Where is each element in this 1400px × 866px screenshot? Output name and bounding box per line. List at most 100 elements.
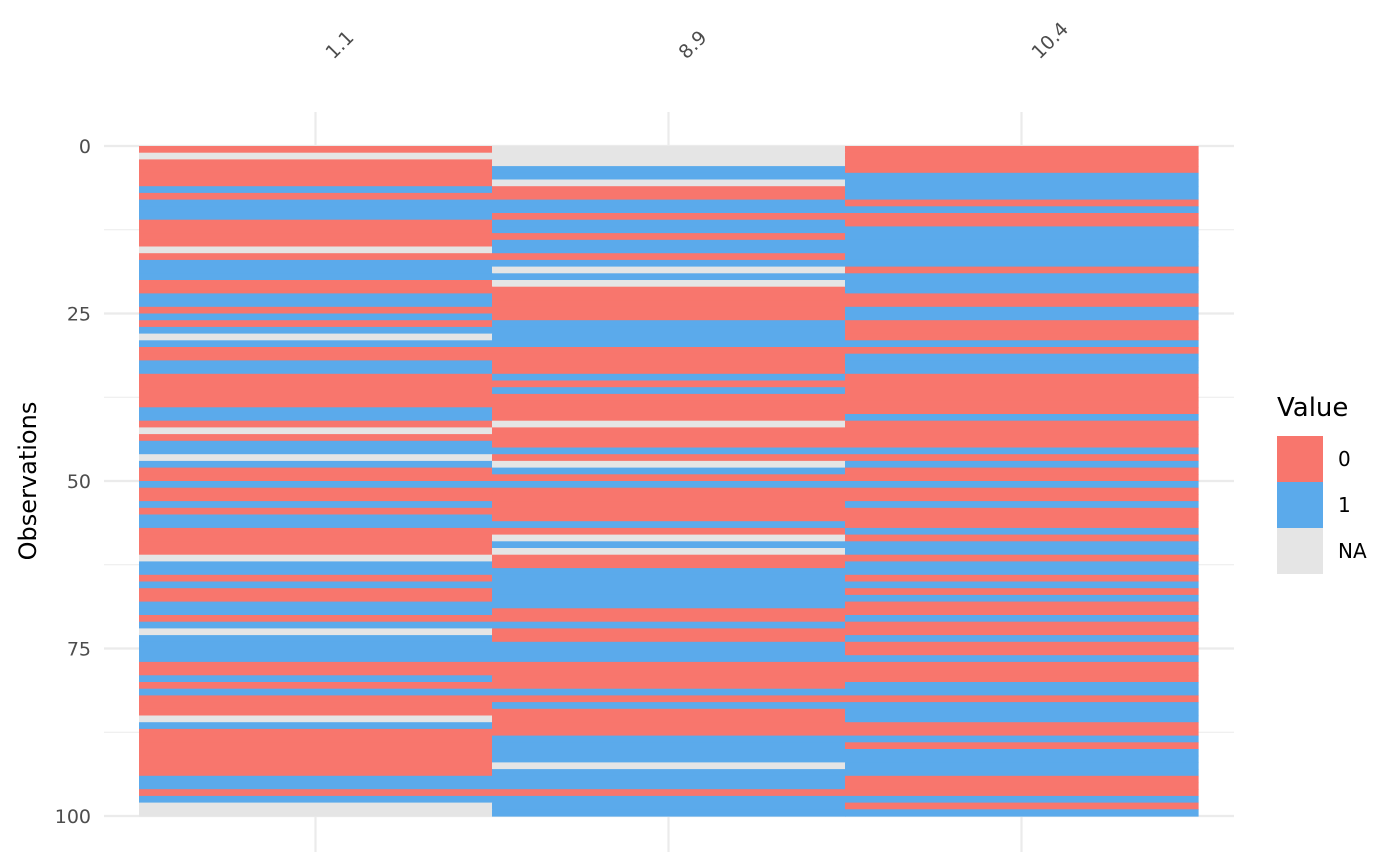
heatmap-cell	[492, 467, 846, 475]
heatmap-cell	[845, 347, 1199, 355]
heatmap-cell	[492, 588, 846, 596]
heatmap-cell	[139, 259, 493, 268]
heatmap-cell	[845, 199, 1199, 207]
heatmap-cell	[845, 192, 1199, 201]
x-tick-labels: 1.1 8.9 10.4	[321, 18, 1072, 63]
heatmap-cell	[845, 695, 1199, 703]
heatmap-cell	[845, 213, 1199, 221]
legend-label: NA	[1338, 539, 1367, 563]
heatmap-cell	[492, 367, 846, 375]
legend-label: 0	[1338, 447, 1351, 471]
heatmap-cell	[845, 152, 1199, 160]
heatmap-cell	[492, 326, 846, 335]
heatmap-cell	[139, 809, 493, 817]
heatmap-cell	[845, 795, 1199, 804]
heatmap-cell	[845, 621, 1199, 629]
heatmap-cell	[845, 561, 1199, 569]
heatmap-cell	[492, 695, 846, 703]
heatmap-cell	[845, 708, 1199, 717]
heatmap-cell	[139, 514, 493, 522]
heatmap-cell	[845, 494, 1199, 502]
heatmap-cell	[492, 166, 846, 174]
heatmap-cell	[845, 166, 1199, 174]
heatmap-cell	[139, 179, 493, 187]
heatmap-cell	[845, 467, 1199, 475]
heatmap-cell	[492, 280, 846, 288]
heatmap-cell	[139, 206, 493, 214]
heatmap-cell	[845, 427, 1199, 435]
heatmap-cell	[139, 213, 493, 221]
heatmap-cell	[845, 702, 1199, 710]
heatmap-cell	[845, 541, 1199, 549]
x-tick-label: 10.4	[1027, 18, 1072, 63]
heatmap-cell	[139, 313, 493, 321]
heatmap-cell	[139, 393, 493, 402]
heatmap-cell	[492, 501, 846, 509]
heatmap-cell	[139, 427, 493, 435]
heatmap-cell	[139, 293, 493, 301]
heatmap-cell	[492, 615, 846, 623]
heatmap-cell	[845, 668, 1199, 676]
heatmap-cell	[139, 507, 493, 516]
heatmap-cell	[492, 715, 846, 723]
heatmap-cell	[845, 340, 1199, 348]
heatmap-cell	[845, 460, 1199, 469]
heatmap-cell	[139, 688, 493, 696]
heatmap-cell	[492, 313, 846, 321]
heatmap-cell	[139, 621, 493, 629]
heatmap-tiles	[139, 146, 1199, 817]
heatmap-cell	[492, 661, 846, 670]
heatmap-cell	[139, 594, 493, 603]
heatmap-cell	[845, 246, 1199, 254]
heatmap-cell	[845, 507, 1199, 516]
heatmap-cell	[845, 661, 1199, 670]
heatmap-cell	[139, 280, 493, 288]
heatmap-cell	[845, 521, 1199, 529]
heatmap-cell	[492, 628, 846, 636]
heatmap-cell	[139, 501, 493, 509]
heatmap-cell	[492, 206, 846, 214]
heatmap-cell	[139, 460, 493, 469]
heatmap-cell	[492, 253, 846, 261]
heatmap-cell	[492, 548, 846, 556]
heatmap-cell	[845, 300, 1199, 308]
heatmap-cell	[139, 306, 493, 315]
heatmap-cell	[139, 360, 493, 368]
y-tick-label: 75	[67, 639, 91, 661]
heatmap-cell	[492, 527, 846, 536]
heatmap-cell	[845, 172, 1199, 181]
heatmap-cell	[139, 615, 493, 623]
heatmap-cell	[139, 273, 493, 281]
legend-label: 1	[1338, 493, 1351, 517]
heatmap-cell	[139, 735, 493, 743]
heatmap-cell	[492, 353, 846, 361]
heatmap-cell	[139, 702, 493, 710]
heatmap-cell	[845, 782, 1199, 790]
heatmap-cell	[139, 795, 493, 804]
heatmap-cell	[492, 434, 846, 442]
heatmap-cell	[139, 440, 493, 449]
heatmap-cell	[139, 434, 493, 442]
heatmap-cell	[492, 233, 846, 241]
heatmap-cell	[845, 333, 1199, 341]
heatmap-cell	[139, 641, 493, 650]
heatmap-cell	[139, 554, 493, 562]
heatmap-cell	[492, 159, 846, 167]
heatmap-cell	[492, 594, 846, 603]
heatmap-cell	[845, 380, 1199, 388]
heatmap-cell	[492, 172, 846, 181]
heatmap-cell	[492, 293, 846, 301]
heatmap-cell	[139, 568, 493, 576]
heatmap-cell	[492, 347, 846, 355]
heatmap-cell	[492, 688, 846, 696]
heatmap-cell	[845, 749, 1199, 757]
heatmap-cell	[845, 514, 1199, 522]
heatmap-cell	[845, 393, 1199, 402]
heatmap-cell	[139, 367, 493, 375]
heatmap-cell	[492, 534, 846, 542]
heatmap-cell	[845, 447, 1199, 455]
heatmap-cell	[139, 668, 493, 676]
heatmap-cell	[139, 695, 493, 703]
heatmap-cell	[139, 152, 493, 160]
